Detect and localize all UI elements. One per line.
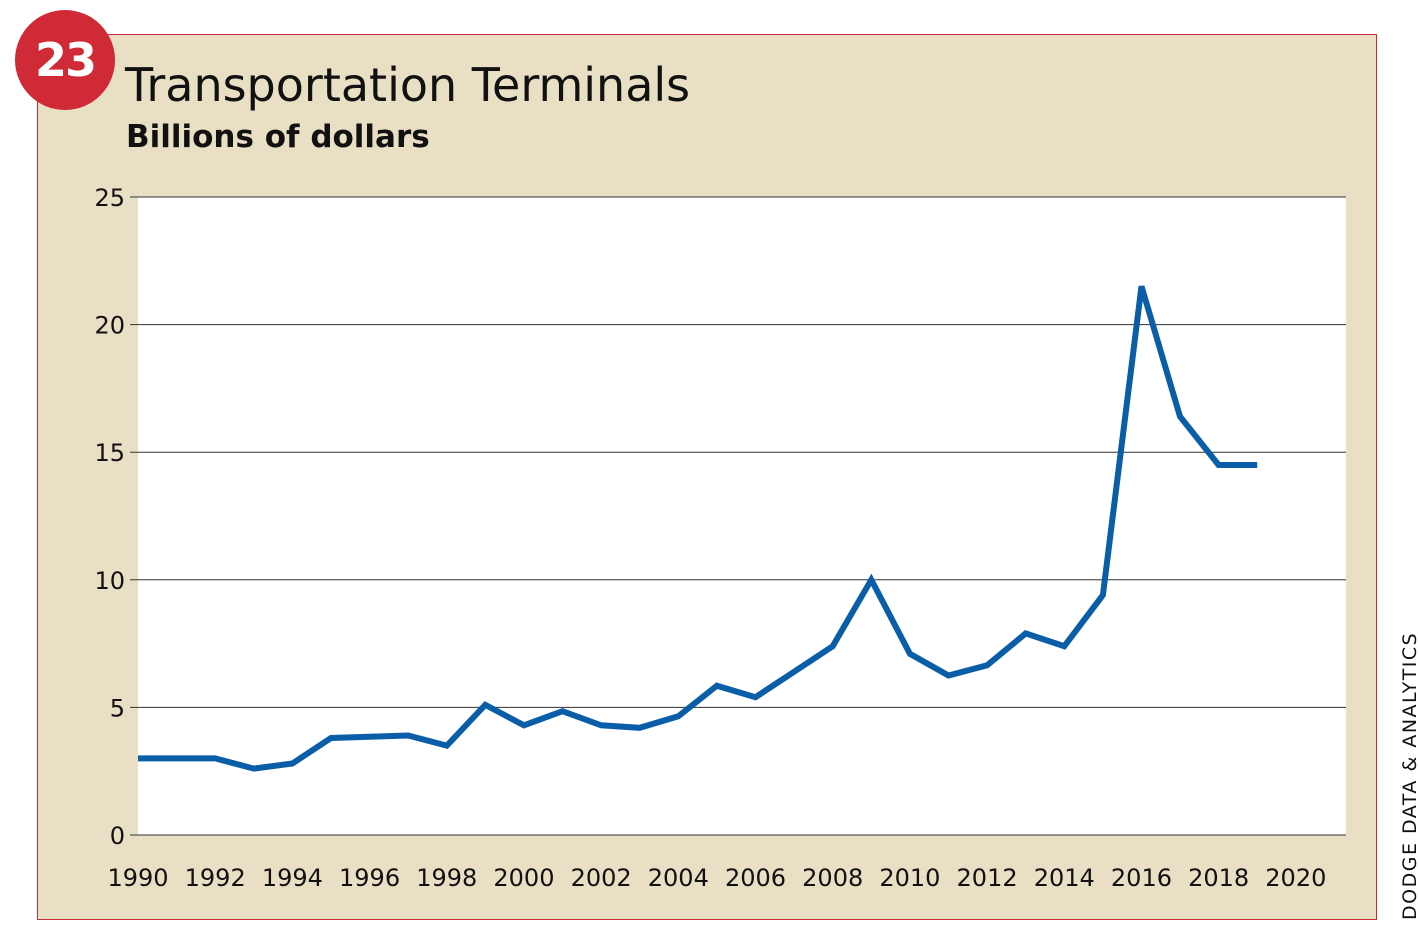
chart-number-badge: 23 <box>15 10 115 110</box>
x-tick-label: 2004 <box>648 864 709 892</box>
x-tick-label: 2008 <box>802 864 863 892</box>
source-credit: DODGE DATA & ANALYTICS <box>1399 631 1418 920</box>
series-line <box>138 285 1258 772</box>
x-tick-label: 2002 <box>571 864 632 892</box>
y-tick-label: 25 <box>94 184 125 212</box>
y-tick-label: 10 <box>94 567 125 595</box>
x-tick-label: 2018 <box>1188 864 1249 892</box>
y-tick-label: 5 <box>110 694 125 722</box>
chart-title: Transportation Terminals <box>125 58 691 112</box>
x-tick-label: 2010 <box>879 864 940 892</box>
chart-subtitle: Billions of dollars <box>126 119 430 155</box>
x-tick-label: 2014 <box>1034 864 1095 892</box>
x-tick-label: 1998 <box>416 864 477 892</box>
y-tick-label: 0 <box>110 822 125 850</box>
y-tick-label: 20 <box>94 312 125 340</box>
x-tick-label: 2000 <box>493 864 554 892</box>
x-tick-label: 1994 <box>262 864 323 892</box>
x-tick-label: 1996 <box>339 864 400 892</box>
x-tick-label: 2012 <box>957 864 1018 892</box>
x-tick-label: 2016 <box>1111 864 1172 892</box>
x-tick-label: 2006 <box>725 864 786 892</box>
y-tick-label: 15 <box>94 439 125 467</box>
x-tick-label: 1992 <box>185 864 246 892</box>
x-tick-label: 1990 <box>107 864 168 892</box>
plot-area <box>138 197 1346 835</box>
x-tick-label: 2020 <box>1265 864 1326 892</box>
